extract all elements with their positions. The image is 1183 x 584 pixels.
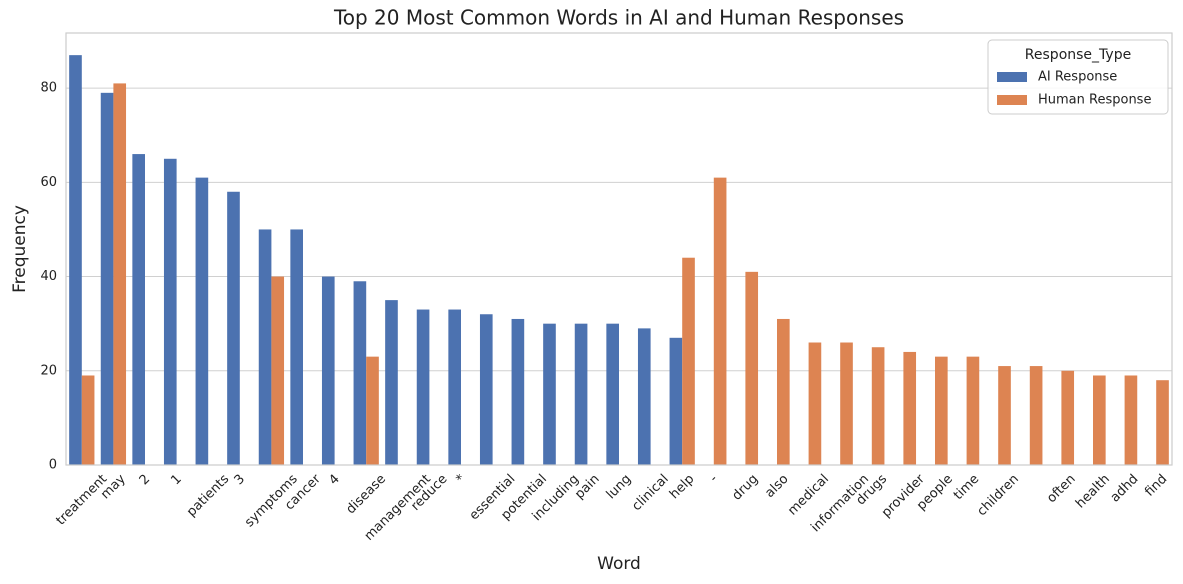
x-tick-label: lung [604,472,635,503]
y-axis-label: Frequency [10,205,30,293]
x-tick-label: 3 [232,472,248,488]
bar [682,257,695,465]
x-tick-label: adhd [1108,472,1142,506]
bar [385,300,398,465]
bar [366,356,379,465]
legend-box [987,39,1169,115]
bar [81,375,95,465]
bar [574,323,588,465]
y-tick-label: 80 [40,81,57,96]
y-tick-label: 20 [40,363,57,378]
y-tick-label: 0 [49,458,57,473]
x-tick-label: 1 [168,472,184,488]
x-tick-label: children [974,472,1021,519]
x-tick-label: disease [343,472,389,518]
x-tick-label: help [667,472,697,502]
chart-title: Top 20 Most Common Words in AI and Human… [333,6,904,30]
x-tick-label: pain [572,472,602,502]
legend-label: Human Response [1038,93,1151,108]
bar [966,356,980,465]
bar [195,177,209,466]
x-tick-label: treatment [53,472,110,529]
bar [543,323,556,465]
bar [871,347,885,465]
x-tick-label: patients [184,472,232,520]
bar [416,309,430,465]
bar [1029,366,1043,465]
bar [745,271,759,465]
bar [808,342,822,465]
x-tick-label: also [762,472,791,501]
bar [606,323,619,465]
x-tick-label: 4 [326,472,342,488]
x-tick-label: * [453,471,469,487]
bar [1156,380,1169,465]
bar [448,309,461,465]
bar [163,158,177,466]
bar [479,314,493,465]
bar [1124,375,1138,465]
x-tick-label: clinical [629,472,671,514]
y-tick-label: 40 [40,269,57,284]
bar [840,342,853,465]
bar [290,229,303,465]
bar [935,356,948,465]
legend-title: Response_Type [1025,47,1131,63]
bar [113,83,127,466]
bar [713,177,727,466]
bar [637,328,651,465]
bar [903,351,917,465]
bar [998,366,1011,465]
bar [69,55,82,466]
x-axis-label: Word [597,554,641,574]
bar [1093,375,1106,465]
legend-swatch [997,72,1027,82]
bar [353,281,367,465]
bar [100,92,114,465]
plot-frame [65,32,1173,466]
bar [271,276,285,465]
bar [132,154,145,465]
legend-label: AI Response [1038,70,1117,85]
bar [321,276,335,465]
legend-swatch [997,95,1027,105]
x-tick-label: find [1142,472,1170,500]
x-tick-label: drug [729,472,761,504]
bar [1061,370,1075,465]
bar [258,229,272,465]
x-tick-label: 2 [137,472,153,488]
bar [227,191,240,466]
bar [511,318,525,465]
y-tick-label: 60 [40,175,57,190]
bar [777,318,790,465]
bar [669,337,683,465]
x-tick-label: time [951,472,982,503]
x-tick-label: health [1073,472,1113,512]
x-tick-label: - [707,471,721,485]
